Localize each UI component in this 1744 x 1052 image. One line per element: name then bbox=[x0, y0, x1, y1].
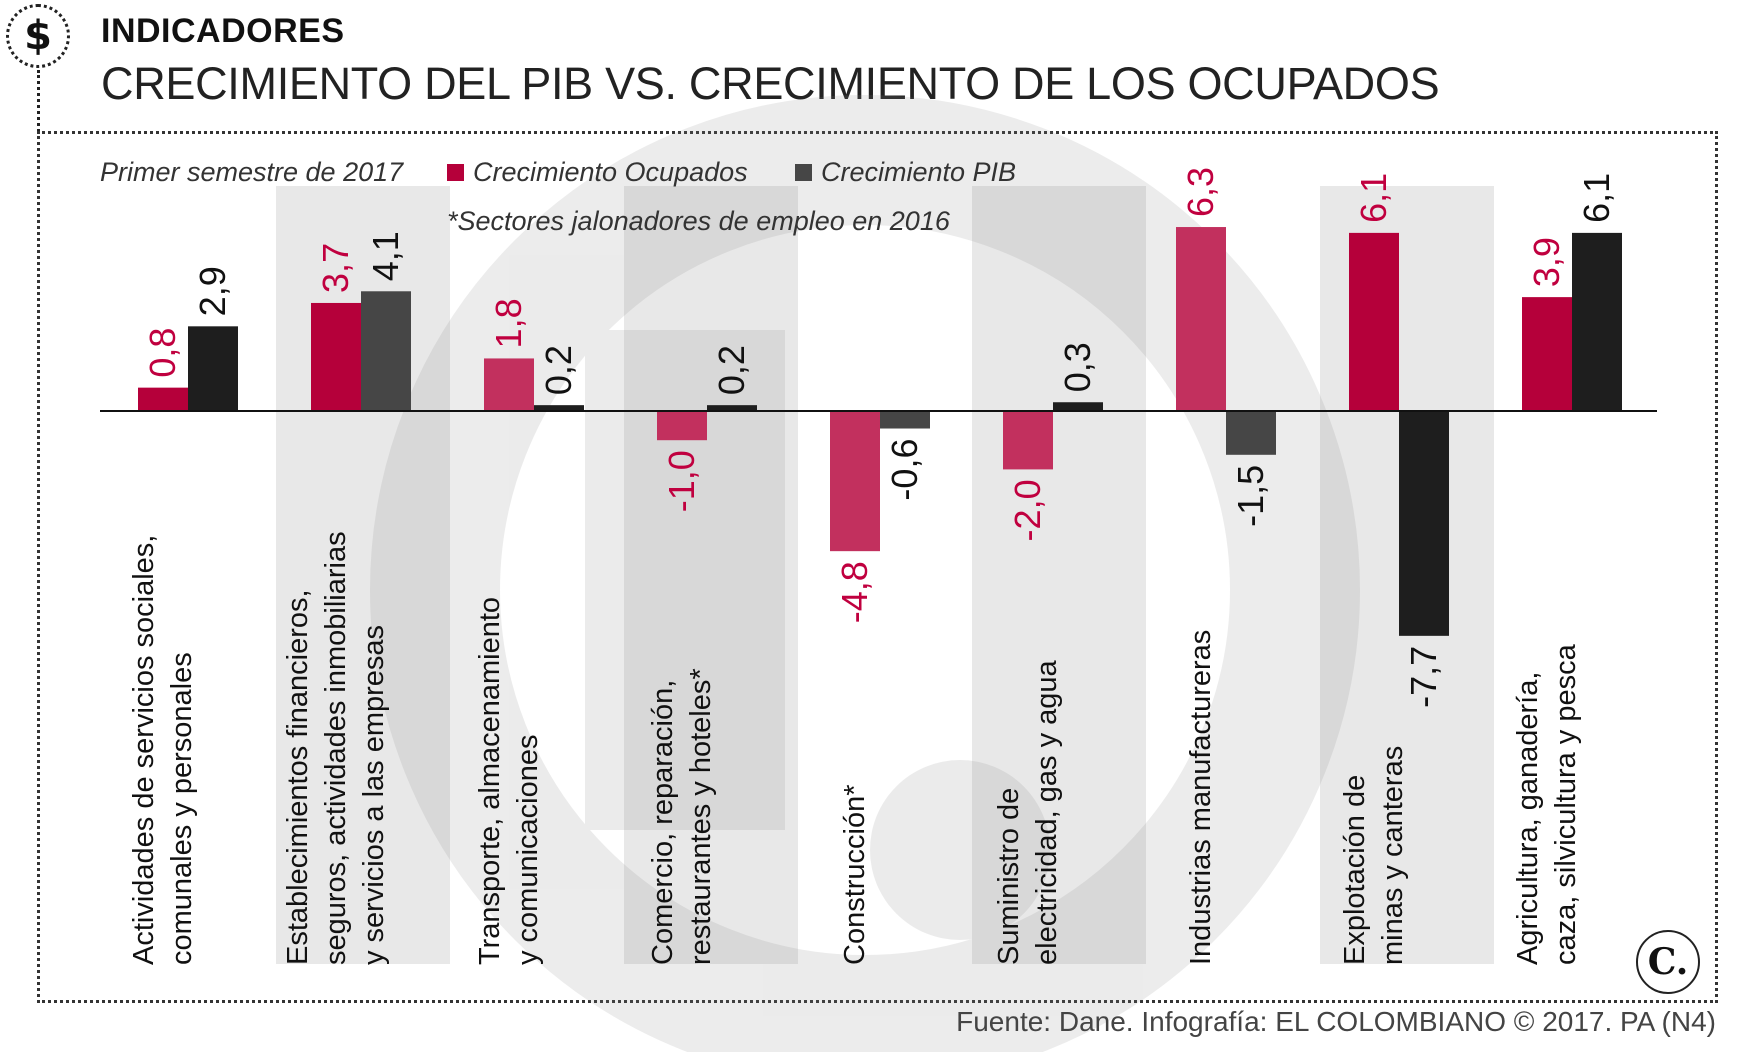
bar-ocupados-3 bbox=[484, 358, 534, 411]
bars bbox=[138, 227, 1622, 636]
column-band bbox=[972, 186, 1146, 964]
bar-pib-6 bbox=[1053, 402, 1103, 411]
value-label-ocupados-9: 3,9 bbox=[1526, 237, 1567, 287]
value-label-ocupados-2: 3,7 bbox=[315, 243, 356, 293]
bar-pib-2 bbox=[361, 291, 411, 411]
category-label-9: Agricultura, ganadería, caza, silvicultur… bbox=[1512, 643, 1582, 965]
value-label-pib-3: 0,2 bbox=[538, 345, 579, 395]
bar-ocupados-8 bbox=[1349, 232, 1399, 411]
chart-frame bbox=[37, 131, 1718, 1003]
section-label: INDICADORES bbox=[101, 12, 345, 50]
source-credit: Fuente: Dane. Infografía: EL COLOMBIANO … bbox=[956, 1006, 1716, 1037]
column-band bbox=[624, 186, 798, 964]
value-label-pib-9: 6,1 bbox=[1576, 173, 1617, 223]
column-bands bbox=[276, 186, 1494, 964]
bar-ocupados-2 bbox=[311, 302, 361, 411]
bar-pib-4 bbox=[707, 405, 757, 411]
value-label-ocupados-6: -2,0 bbox=[1007, 479, 1048, 541]
bar-ocupados-7 bbox=[1176, 227, 1226, 411]
bar-pib-7 bbox=[1226, 411, 1276, 455]
legend-swatch-ocupados bbox=[447, 164, 464, 181]
category-label-7: Industrias manufactureras bbox=[1185, 630, 1217, 965]
bar-pib-9 bbox=[1572, 232, 1622, 411]
dollar-icon: $ bbox=[6, 4, 70, 68]
legend-swatch-pib bbox=[795, 164, 812, 181]
category-label-2: Establecimientos financieros, seguros, ac… bbox=[282, 531, 390, 965]
bar-ocupados-9 bbox=[1522, 297, 1572, 411]
bar-ocupados-4 bbox=[657, 411, 707, 441]
category-label-3: Transporte, almacenamiento y comunicacion… bbox=[474, 597, 544, 965]
value-label-pib-1: 2,9 bbox=[192, 266, 233, 316]
value-label-pib-5: -0,6 bbox=[884, 439, 925, 501]
legend-pib: Crecimiento PIB bbox=[821, 157, 1017, 187]
value-label-pib-2: 4,1 bbox=[365, 231, 406, 281]
logo-connector bbox=[37, 70, 40, 132]
legend-ocupados: Crecimiento Ocupados bbox=[473, 157, 748, 187]
bar-pib-8 bbox=[1399, 411, 1449, 636]
bar-pib-3 bbox=[534, 405, 584, 411]
bar-ocupados-1 bbox=[138, 387, 188, 411]
value-label-pib-4: 0,2 bbox=[711, 345, 752, 395]
value-label-ocupados-7: 6,3 bbox=[1180, 167, 1221, 217]
value-label-ocupados-1: 0,8 bbox=[142, 328, 183, 378]
value-label-pib-7: -1,5 bbox=[1230, 465, 1271, 527]
value-label-ocupados-3: 1,8 bbox=[488, 298, 529, 348]
category-labels: Actividades de servicios sociales, comuna… bbox=[128, 531, 1582, 965]
category-label-4: Comercio, reparación, restaurantes y hote… bbox=[647, 668, 717, 965]
legend-period: Primer semestre de 2017 bbox=[100, 157, 404, 187]
bar-ocupados-6 bbox=[1003, 411, 1053, 470]
value-label-pib-6: 0,3 bbox=[1057, 342, 1098, 392]
bar-pib-5 bbox=[880, 411, 930, 429]
value-label-pib-8: -7,7 bbox=[1403, 646, 1444, 708]
value-labels: 0,83,71,8-1,0-4,8-2,06,3 6,13,92,94,10,2 0… bbox=[142, 167, 1617, 708]
bar-ocupados-5 bbox=[830, 411, 880, 552]
value-label-ocupados-8: 6,1 bbox=[1353, 173, 1394, 223]
legend-note: *Sectores jalonadores de empleo en 2016 bbox=[447, 206, 950, 236]
value-label-ocupados-4: -1,0 bbox=[661, 450, 702, 512]
value-label-ocupados-5: -4,8 bbox=[834, 561, 875, 623]
bar-pib-1 bbox=[188, 326, 238, 411]
el-colombiano-badge: C. bbox=[1636, 930, 1700, 994]
category-label-8: Explotación de minas y canteras bbox=[1339, 746, 1409, 965]
chart-title: CRECIMIENTO DEL PIB VS. CRECIMIENTO DE L… bbox=[101, 58, 1440, 109]
category-label-6: Suministro de electricidad, gas y agua bbox=[993, 659, 1063, 965]
category-label-1: Actividades de servicios sociales, comuna… bbox=[128, 535, 198, 965]
category-label-5: Construcción* bbox=[839, 784, 871, 965]
